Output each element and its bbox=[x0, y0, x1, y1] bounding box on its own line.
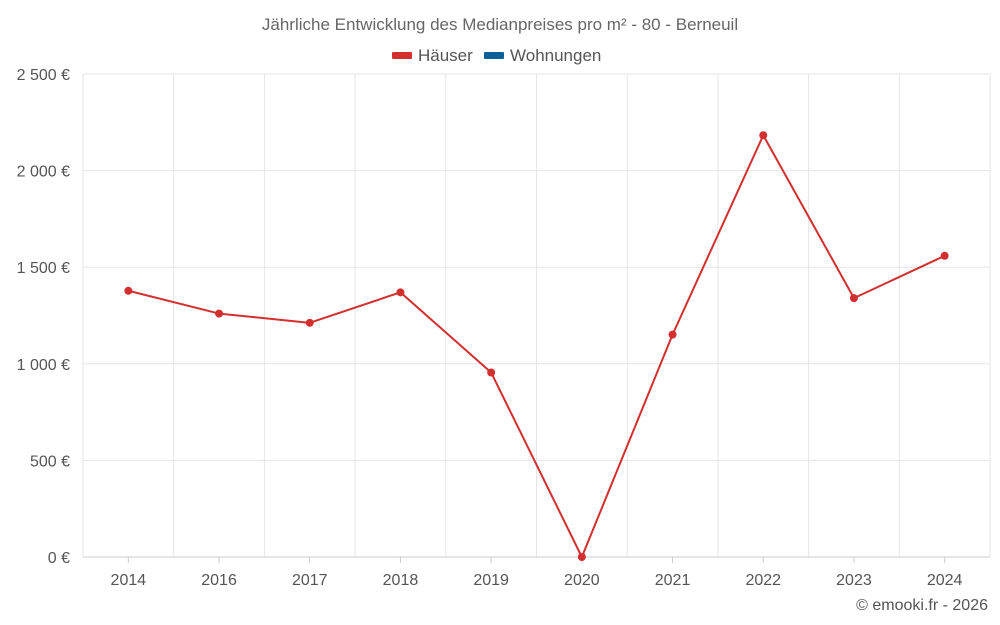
x-tick-label: 2017 bbox=[292, 572, 328, 589]
legend-label-wohnungen[interactable]: Wohnungen bbox=[510, 46, 601, 65]
legend-swatch-wohnungen bbox=[484, 52, 504, 59]
series-haeuser bbox=[124, 131, 949, 561]
x-tick-label: 2016 bbox=[201, 572, 237, 589]
data-point[interactable] bbox=[577, 553, 586, 561]
gridlines bbox=[82, 73, 991, 558]
x-tick-label: 2022 bbox=[745, 572, 781, 589]
x-tick-label: 2021 bbox=[655, 572, 691, 589]
y-tick-label: 0 € bbox=[48, 550, 70, 567]
data-point[interactable] bbox=[940, 251, 949, 260]
y-tick-label: 500 € bbox=[30, 453, 70, 470]
x-tick-label: 2020 bbox=[564, 572, 600, 589]
data-point[interactable] bbox=[124, 286, 133, 295]
y-tick-label: 1 500 € bbox=[17, 260, 70, 277]
y-tick-label: 2 500 € bbox=[17, 67, 70, 84]
data-point[interactable] bbox=[759, 131, 768, 140]
x-tick-label: 2019 bbox=[473, 572, 509, 589]
series-line bbox=[128, 134, 946, 558]
data-point[interactable] bbox=[305, 318, 314, 327]
data-point[interactable] bbox=[396, 288, 405, 297]
legend-swatch-haeuser bbox=[392, 52, 412, 59]
data-point[interactable] bbox=[668, 330, 677, 339]
y-tick-label: 1 000 € bbox=[17, 357, 70, 374]
x-tick-label: 2024 bbox=[927, 572, 963, 589]
data-point[interactable] bbox=[849, 294, 858, 303]
data-point[interactable] bbox=[215, 309, 224, 318]
data-point[interactable] bbox=[487, 368, 496, 377]
y-axis: 0 € 500 € 1 000 € 1 500 € 2 000 € 2 500 € bbox=[17, 67, 70, 567]
credit-text: © emooki.fr - 2026 bbox=[856, 597, 988, 614]
legend: Häuser Wohnungen bbox=[392, 46, 601, 65]
x-tick-label: 2018 bbox=[383, 572, 419, 589]
chart-title: Jährliche Entwicklung des Medianpreises … bbox=[262, 15, 738, 34]
x-axis: 2014 2016 2017 2018 2019 2020 2021 2022 2023 2024 bbox=[83, 556, 990, 589]
x-tick-label: 2023 bbox=[836, 572, 872, 589]
legend-label-haeuser[interactable]: Häuser bbox=[418, 46, 473, 65]
y-tick-label: 2 000 € bbox=[17, 164, 70, 181]
x-tick-label: 2014 bbox=[111, 572, 147, 589]
